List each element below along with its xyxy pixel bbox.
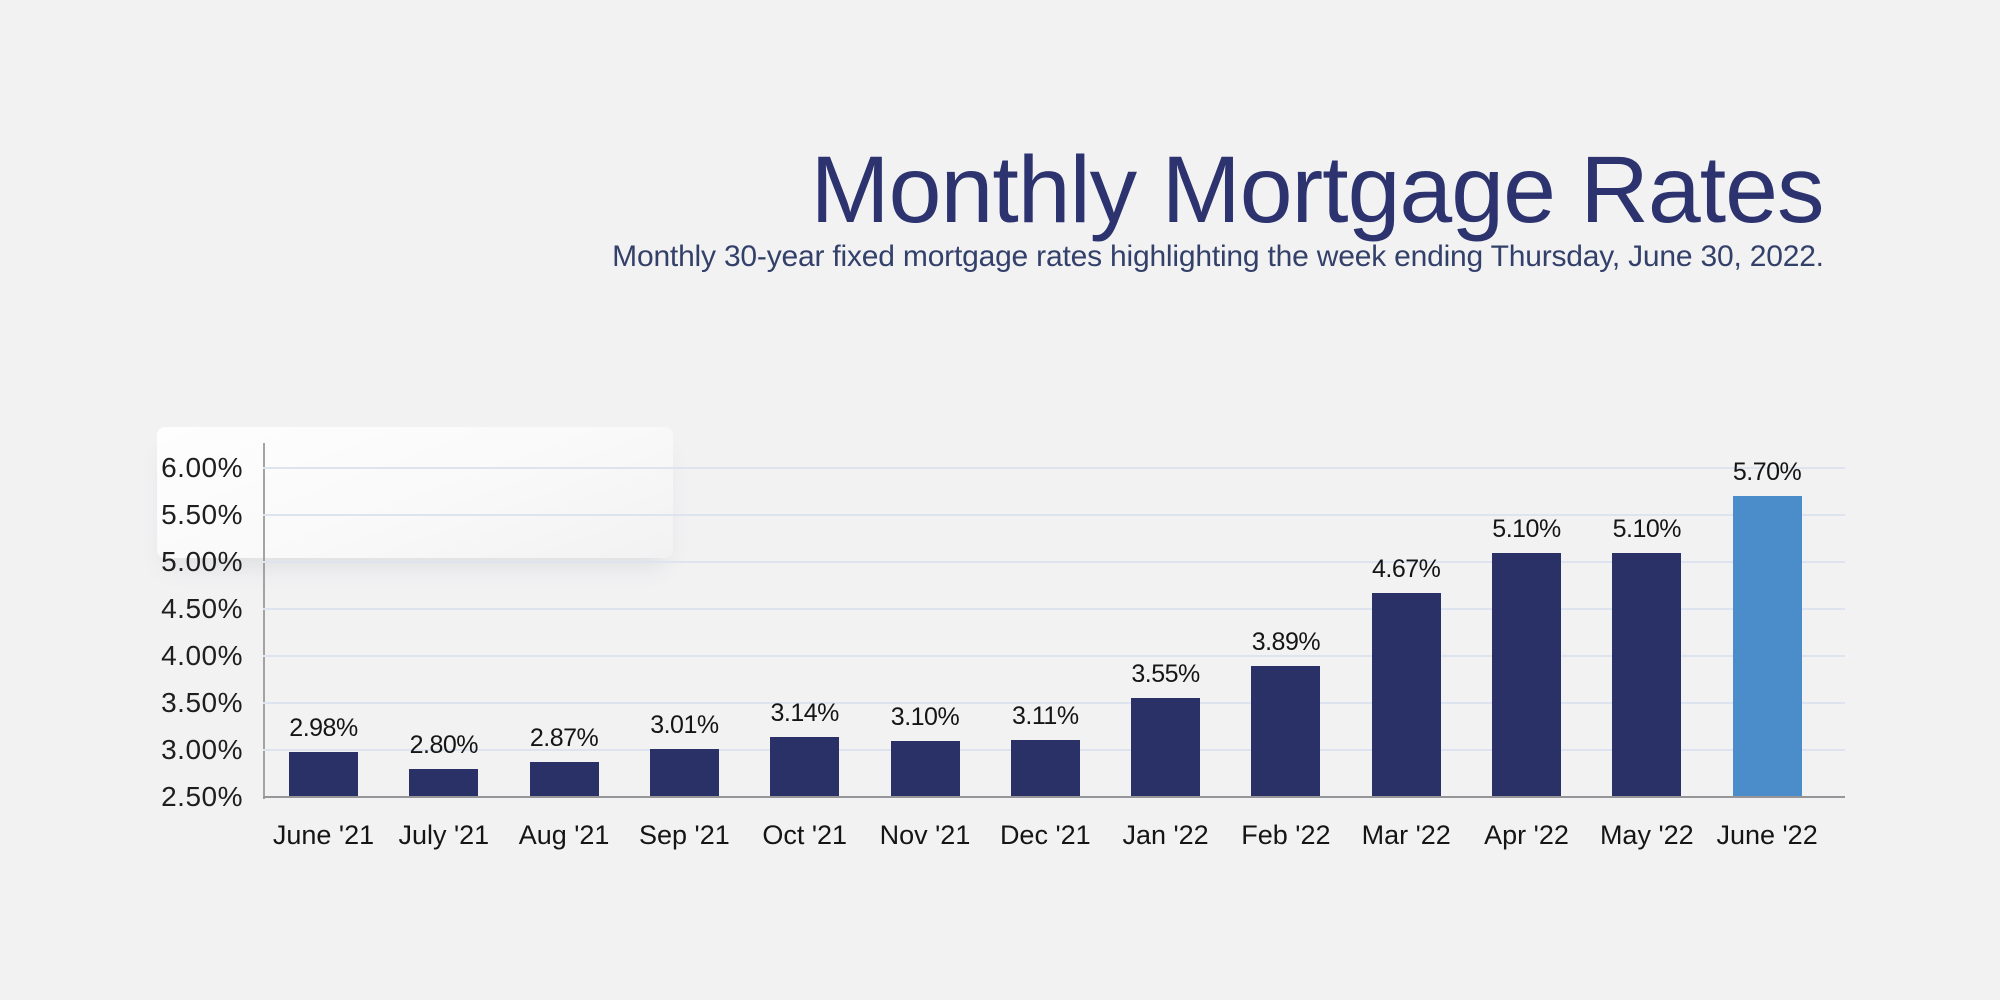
x-axis-label: Apr '22 — [1484, 820, 1569, 850]
bar — [649, 749, 719, 797]
bar — [770, 736, 840, 797]
bar-value-label: 4.67% — [1371, 555, 1441, 584]
bar — [289, 751, 358, 797]
x-axis-label: June '21 — [272, 820, 375, 850]
x-axis-label: May '22 — [1599, 820, 1694, 850]
x-axis-line — [263, 796, 1845, 798]
y-axis-tick-label: 3.50% — [161, 687, 243, 718]
gridline — [263, 702, 1845, 704]
chart-subtitle: Monthly 30-year fixed mortgage rates hig… — [612, 240, 1824, 273]
bar-value-label: 2.98% — [289, 713, 358, 742]
bar-value-label: 3.11% — [1012, 701, 1079, 730]
gridline — [263, 514, 1845, 516]
bar — [890, 740, 960, 797]
y-axis-line — [263, 443, 265, 799]
bar-value-label: 5.10% — [1492, 514, 1561, 543]
y-axis-tick-label: 5.50% — [161, 499, 243, 530]
bar-value-label: 3.89% — [1251, 628, 1321, 657]
bar-value-label: 3.01% — [650, 711, 719, 740]
bar-value-label: 3.55% — [1131, 660, 1200, 689]
bar — [1010, 739, 1080, 797]
bar-value-label: 5.70% — [1732, 458, 1802, 487]
x-axis-label: Mar '22 — [1361, 820, 1451, 850]
y-axis-tick-label: 2.50% — [161, 781, 243, 812]
x-axis-label: Jan '22 — [1122, 820, 1209, 850]
x-axis-label: July '21 — [398, 820, 490, 850]
bar — [409, 768, 479, 797]
bar — [1371, 593, 1441, 797]
bar — [1131, 698, 1201, 797]
x-axis-label: Aug '21 — [518, 820, 610, 850]
x-axis-label: Dec '21 — [999, 820, 1091, 850]
bar — [529, 762, 599, 797]
bar — [1732, 496, 1802, 797]
x-axis-label: Feb '22 — [1241, 820, 1331, 850]
bar-value-label: 2.80% — [409, 730, 479, 759]
gridline — [263, 561, 1845, 563]
bar-value-label: 5.10% — [1612, 514, 1682, 543]
x-axis-label: Nov '21 — [879, 820, 971, 850]
y-axis-tick-label: 4.50% — [161, 593, 243, 624]
x-axis-label: Oct '21 — [762, 820, 848, 850]
gridline — [263, 608, 1845, 610]
y-axis-tick-label: 3.00% — [161, 734, 243, 765]
y-axis-tick-label: 5.00% — [161, 546, 243, 577]
x-axis-label: June '22 — [1716, 820, 1818, 850]
gridline — [263, 467, 1845, 469]
bar — [1612, 552, 1682, 797]
chart-title: Monthly Mortgage Rates — [810, 137, 1825, 243]
bar-value-label: 3.14% — [770, 698, 839, 727]
x-axis-label: Sep '21 — [639, 820, 730, 850]
bar-value-label: 3.10% — [890, 702, 960, 731]
bar-value-label: 2.87% — [529, 724, 599, 753]
highlight-panel — [157, 427, 673, 558]
y-axis-tick-label: 4.00% — [161, 640, 243, 671]
bar — [1492, 552, 1561, 797]
gridline — [263, 655, 1845, 657]
bar — [1251, 666, 1321, 797]
y-axis-tick-label: 6.00% — [161, 452, 243, 483]
